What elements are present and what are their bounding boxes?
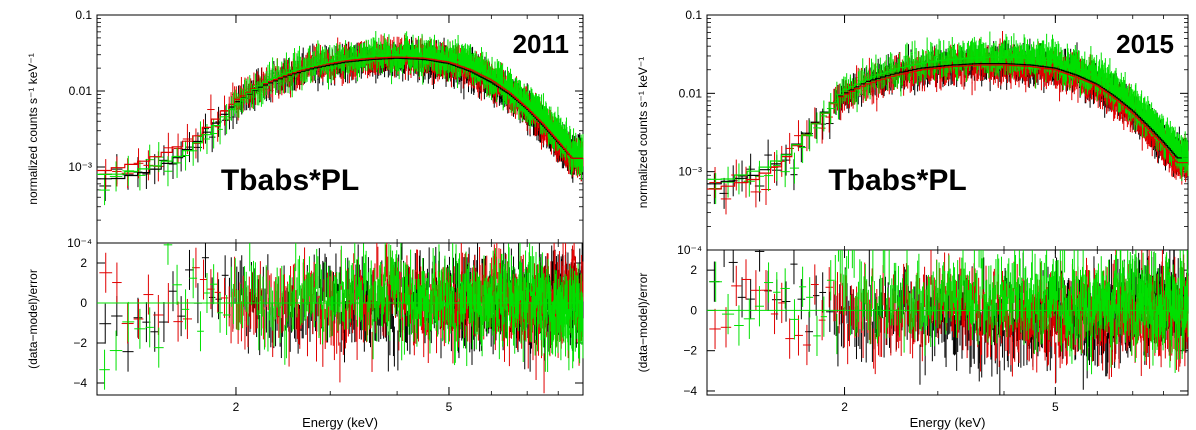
y-tick-label: 10⁻⁴ xyxy=(67,236,92,250)
y-tick-label: 10⁻⁴ xyxy=(677,243,702,257)
x-axis-label: Energy (keV) xyxy=(302,415,378,430)
y-tick-label: 0.1 xyxy=(685,8,702,22)
y-tick-label: 10⁻³ xyxy=(68,160,92,174)
y-tick-label: 0.01 xyxy=(69,84,93,98)
panel-2011: 10⁻⁴ 10⁻³ 0.01 0.1 −4 −2 0 2 2 5 2011 Tbabs*PL Energ… xyxy=(26,8,584,430)
y-tick-label: 0.1 xyxy=(75,8,92,22)
residual-y-tick-label: −4 xyxy=(73,376,87,390)
x-tick-label: 2 xyxy=(841,400,848,414)
y-tick-label: 10⁻³ xyxy=(678,165,702,179)
panel-year-label: 2011 xyxy=(513,29,569,59)
y-axis-label-bottom: (data−model)/error xyxy=(26,269,40,369)
residual-y-tick-label: −4 xyxy=(683,384,697,398)
x-tick-label: 5 xyxy=(446,400,453,414)
x-tick-label: 2 xyxy=(233,400,240,414)
residual-y-tick-label: 0 xyxy=(690,303,697,317)
residual-y-tick-label: −2 xyxy=(73,336,87,350)
model-curve-series-1 xyxy=(97,56,583,172)
x-tick-label: 5 xyxy=(1052,400,1059,414)
residual-y-tick-label: 0 xyxy=(80,296,87,310)
model-label: Tbabs*PL xyxy=(221,164,359,197)
residual-y-tick-label: 2 xyxy=(690,263,697,277)
y-axis-label-top: normalized counts s⁻¹ keV⁻¹ xyxy=(26,53,40,204)
residual-y-tick-label: −2 xyxy=(683,344,697,358)
y-tick-label: 0.01 xyxy=(679,86,703,100)
residual-y-tick-label: 2 xyxy=(80,256,87,270)
model-curve-series-2 xyxy=(97,54,583,175)
model-curve-series-0 xyxy=(97,57,583,180)
